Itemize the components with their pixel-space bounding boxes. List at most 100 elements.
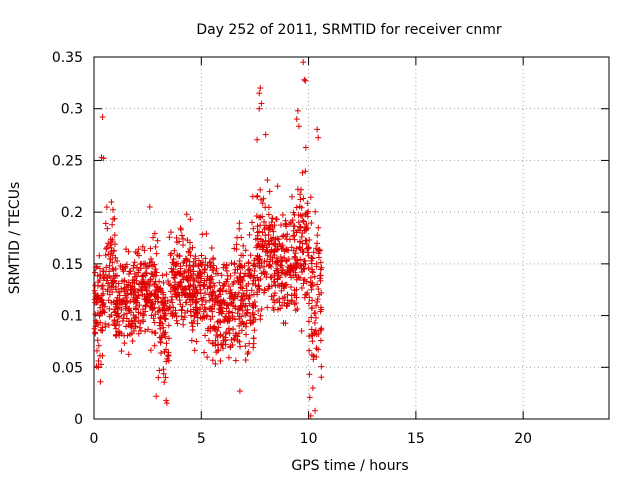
data-point	[256, 90, 263, 97]
data-point	[162, 315, 169, 322]
data-point	[167, 288, 174, 295]
data-point	[183, 274, 190, 281]
data-point	[158, 287, 165, 294]
data-point	[206, 275, 213, 282]
data-point	[187, 266, 194, 273]
data-point	[239, 296, 246, 303]
data-point	[155, 374, 162, 381]
data-point	[106, 305, 113, 312]
data-point	[259, 246, 266, 253]
data-point	[118, 285, 125, 292]
data-point	[225, 325, 232, 332]
data-point	[238, 327, 245, 334]
data-point	[201, 266, 208, 273]
data-point	[223, 278, 230, 285]
data-point	[123, 284, 130, 291]
data-point	[188, 292, 195, 299]
data-point	[130, 265, 137, 272]
data-point	[299, 169, 306, 176]
data-point	[216, 302, 223, 309]
data-point	[123, 281, 130, 288]
data-point	[166, 303, 173, 310]
data-point	[296, 227, 303, 234]
data-point	[254, 223, 261, 230]
data-point	[149, 328, 156, 335]
data-point	[291, 253, 298, 260]
data-point	[214, 299, 221, 306]
data-point	[206, 259, 213, 266]
data-point	[165, 278, 172, 285]
data-point	[113, 332, 120, 339]
y-tick-label: 0.3	[61, 102, 83, 118]
data-point	[278, 262, 285, 269]
data-point	[209, 357, 216, 364]
data-point	[273, 246, 280, 253]
data-point	[318, 363, 325, 370]
data-point	[254, 274, 261, 281]
data-point	[202, 306, 209, 313]
data-point	[121, 278, 128, 285]
data-point	[276, 282, 283, 289]
data-point	[309, 297, 316, 304]
data-point	[229, 299, 236, 306]
data-point	[184, 276, 191, 283]
data-point	[207, 263, 214, 270]
data-point	[215, 317, 222, 324]
data-point	[302, 261, 309, 268]
data-point	[178, 226, 185, 233]
data-point	[302, 144, 309, 151]
data-point	[225, 302, 232, 309]
data-point	[171, 274, 178, 281]
data-point	[298, 186, 305, 193]
data-point	[314, 281, 321, 288]
data-point	[254, 136, 261, 143]
data-point	[280, 283, 287, 290]
data-point	[262, 248, 269, 255]
data-point	[248, 271, 255, 278]
data-point	[134, 250, 141, 257]
data-point	[259, 229, 266, 236]
data-point	[283, 236, 290, 243]
data-point	[232, 357, 239, 364]
data-point	[192, 260, 199, 267]
data-point	[285, 247, 292, 254]
data-point	[288, 193, 295, 200]
y-tick-label: 0.15	[52, 257, 83, 273]
data-point	[255, 307, 262, 314]
data-point	[274, 235, 281, 242]
data-point	[114, 298, 121, 305]
data-point	[292, 300, 299, 307]
data-point	[314, 298, 321, 305]
data-point	[304, 200, 311, 207]
data-point	[156, 278, 163, 285]
data-point	[257, 256, 264, 263]
data-point	[149, 258, 156, 265]
data-point	[249, 193, 256, 200]
data-point	[315, 286, 322, 293]
data-point	[175, 289, 182, 296]
data-point	[290, 233, 297, 240]
data-point	[165, 349, 172, 356]
data-point	[308, 314, 315, 321]
data-point	[205, 337, 212, 344]
data-point	[296, 274, 303, 281]
data-point	[227, 272, 234, 279]
data-point	[196, 268, 203, 275]
data-point	[164, 355, 171, 362]
data-point	[246, 300, 253, 307]
data-point	[126, 305, 133, 312]
data-point	[315, 254, 322, 261]
data-point	[262, 204, 269, 211]
data-point	[315, 134, 322, 141]
data-point	[218, 272, 225, 279]
data-point	[314, 240, 321, 247]
data-point	[298, 327, 305, 334]
data-point	[268, 293, 275, 300]
data-point	[127, 268, 134, 275]
data-point	[290, 247, 297, 254]
data-point	[299, 249, 306, 256]
data-point	[176, 238, 183, 245]
data-point	[279, 211, 286, 218]
data-point	[246, 292, 253, 299]
data-point	[305, 244, 312, 251]
